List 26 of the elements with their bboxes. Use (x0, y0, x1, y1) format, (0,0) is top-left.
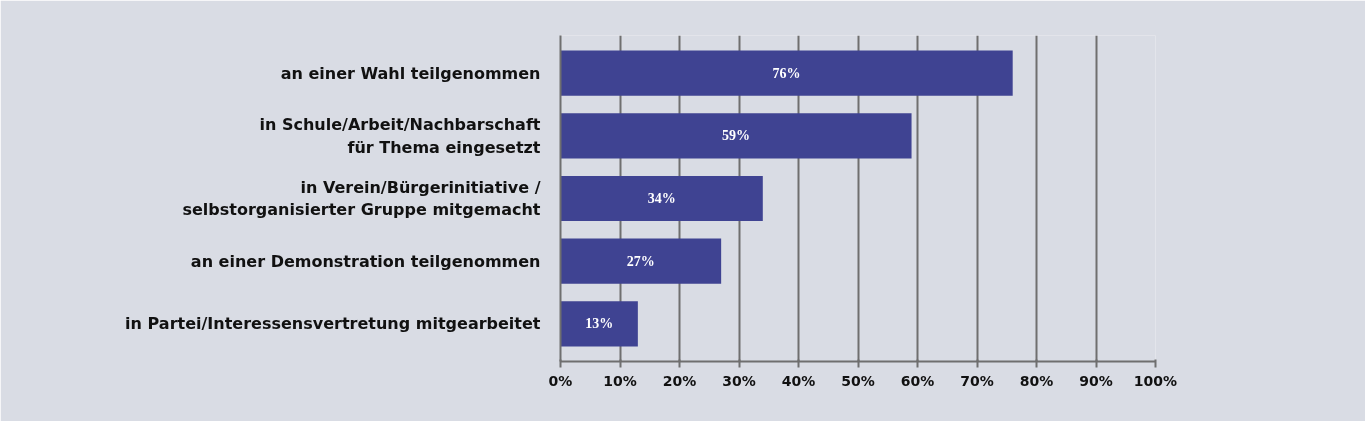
x-tick-label: 50% (841, 372, 875, 389)
bar (560, 238, 722, 284)
data-label: 34% (647, 191, 676, 206)
x-tick-label: 40% (781, 372, 816, 389)
x-tick-label: 90% (1079, 372, 1113, 389)
y-tick-label: an einer Demonstration teilgenommen (190, 251, 541, 271)
x-tick-label: 20% (662, 372, 697, 389)
data-label: 76% (772, 65, 801, 81)
bar (560, 113, 912, 159)
bar (560, 175, 763, 222)
x-tick-label: 60% (900, 372, 935, 389)
y-tick-label: in Partei/Interessensvertretung mitgearbeitet (125, 314, 541, 334)
y-tick-label: in Schule/Arbeit/Nachbarschaft für Thema eingesetzt (259, 114, 541, 157)
bar (560, 50, 1013, 96)
data-label: 59% (722, 128, 751, 144)
data-label: 27% (626, 253, 655, 269)
data-label: 13% (585, 316, 614, 332)
y-tick-label: in Verein/Bürgerinitiative / selbstorganisierter Gruppe mitgemacht (182, 177, 541, 220)
x-tick-label: 30% (722, 372, 756, 389)
x-tick-label: 0% (548, 372, 573, 389)
x-tick-label: 80% (1019, 372, 1054, 389)
x-tick-label: 10% (603, 372, 637, 389)
bar (560, 301, 638, 347)
x-tick-label: 100% (1133, 372, 1178, 389)
x-tick-label: 70% (960, 372, 994, 389)
y-tick-label: an einer Wahl teilgenommen (280, 63, 541, 83)
